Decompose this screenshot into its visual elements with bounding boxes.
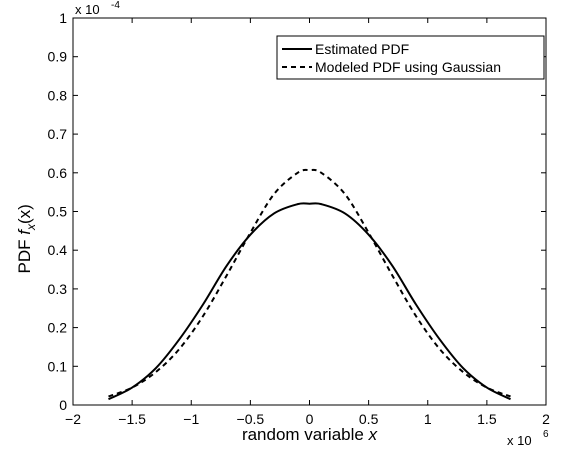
x-axis-multiplier: x 10 6 (507, 429, 549, 448)
x-axis-label-variable: x (368, 425, 378, 444)
x-tick-label: 0.5 (359, 411, 379, 427)
y-tick-label: 0.6 (48, 165, 68, 181)
y-tick-label: 0.7 (48, 126, 68, 142)
legend-box (276, 35, 545, 80)
x-tick-label: 1 (424, 411, 432, 427)
y-tick-label: 0 (59, 397, 67, 413)
y-axis-label-subscript: x (24, 223, 38, 231)
y-tick-label: 1 (59, 10, 67, 26)
y-axis-label-function: f (15, 228, 34, 235)
series-layer (108, 168, 511, 401)
legend-label-modeled: Modeled PDF using Gaussian (315, 59, 501, 75)
plot-area: −2 −1.5 −1 −0.5 0 0.5 1 1.5 2 0 0.1 0.2 0.3 0.4 0.5 0.6… (48, 10, 551, 427)
y-axis-multiplier: x 10 -4 (75, 0, 120, 17)
legend: Estimated PDF Modeled PDF using Gaussian (276, 35, 545, 80)
y-tick-label: 0.1 (48, 358, 68, 374)
legend-label-estimated: Estimated PDF (315, 41, 409, 57)
y-multiplier-exponent: -4 (111, 0, 120, 11)
x-tick-label: 2 (542, 411, 550, 427)
x-tick-label: −2 (65, 411, 81, 427)
x-tick-label: 0 (306, 411, 314, 427)
y-multiplier-base: x 10 (75, 2, 100, 17)
y-tick-label: 0.4 (48, 242, 68, 258)
y-axis-label-prefix: PDF (15, 235, 34, 274)
x-axis-label: random variable x (242, 425, 378, 444)
y-tick-label: 0.3 (48, 281, 68, 297)
y-tick-label: 0.5 (48, 204, 68, 220)
x-tick-label: −0.5 (237, 411, 265, 427)
x-multiplier-base: x 10 (507, 433, 532, 448)
axes-box (72, 17, 547, 406)
y-axis-label-argument: (x) (15, 204, 34, 224)
x-tick-label: 1.5 (477, 411, 497, 427)
tick-layer: −2 −1.5 −1 −0.5 0 0.5 1 1.5 2 0 0.1 0.2 0.3 0.4 0.5 0.6… (48, 10, 551, 427)
series-line-estimated-pdf (108, 202, 511, 401)
x-multiplier-exponent: 6 (543, 429, 549, 440)
x-tick-label: −1.5 (118, 411, 146, 427)
x-tick-label: −1 (183, 411, 199, 427)
y-axis-label: PDF fx(x) (15, 204, 38, 273)
y-tick-label: 0.2 (48, 320, 68, 336)
y-tick-label: 0.9 (48, 49, 68, 65)
x-axis-label-main: random variable (242, 425, 369, 444)
y-tick-label: 0.8 (48, 87, 68, 103)
